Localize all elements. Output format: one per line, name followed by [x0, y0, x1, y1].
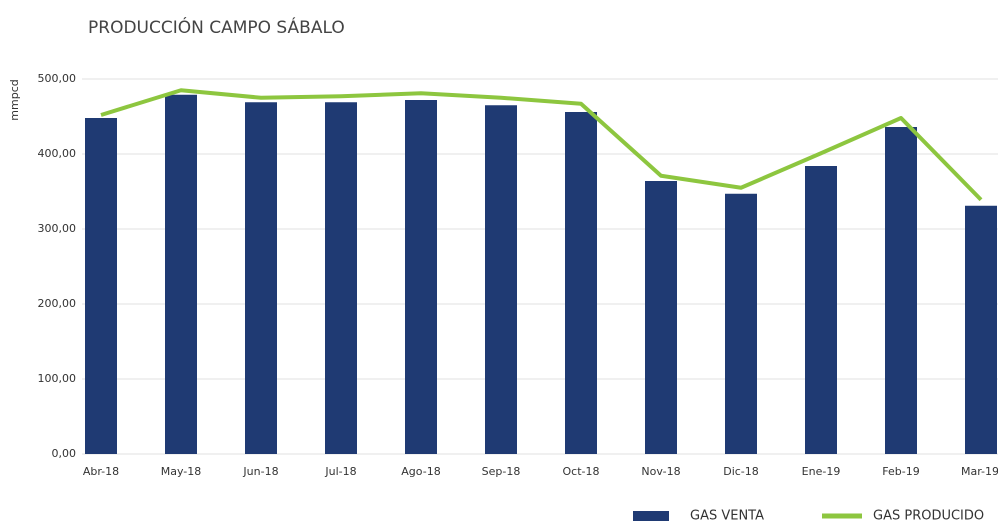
bar: [725, 193, 757, 454]
bar: [565, 112, 597, 454]
x-tick-label: May-18: [161, 465, 202, 478]
bar: [325, 102, 357, 454]
x-tick-label: Jun-18: [242, 465, 278, 478]
x-tick-label: Abr-18: [83, 465, 119, 478]
line: [100, 88, 983, 202]
y-axis-label: mmpcd: [8, 79, 21, 120]
bar: [485, 105, 517, 454]
bar: [85, 118, 117, 454]
y-tick-label: 500,00: [38, 72, 77, 85]
y-tick-label: 100,00: [38, 372, 77, 385]
bar: [805, 166, 837, 454]
legend-label: GAS PRODUCIDO: [873, 509, 984, 524]
y-tick-label: 300,00: [38, 222, 77, 235]
bar: [965, 205, 997, 454]
y-tick-label: 400,00: [38, 147, 77, 160]
x-tick-label: Nov-18: [641, 465, 680, 478]
x-tick-label: Jul-18: [324, 465, 356, 478]
legend-label: GAS VENTA: [690, 509, 764, 524]
bar: [165, 94, 197, 454]
x-tick-label: Ago-18: [401, 465, 440, 478]
legend-swatch: [633, 511, 669, 521]
x-tick-label: Ene-19: [802, 465, 841, 478]
x-tick-label: Feb-19: [882, 465, 919, 478]
bar: [405, 100, 437, 454]
bar: [645, 181, 677, 454]
x-tick-label: Oct-18: [563, 465, 600, 478]
x-tick-label: Sep-18: [482, 465, 521, 478]
bar: [245, 102, 277, 454]
x-tick-label: Dic-18: [723, 465, 759, 478]
x-tick-label: Mar-19: [961, 465, 998, 478]
y-tick-label: 200,00: [38, 297, 77, 310]
chart-title: PRODUCCIÓN CAMPO SÁBALO: [88, 16, 345, 38]
bar: [885, 127, 917, 454]
y-tick-label: 0,00: [52, 447, 77, 460]
